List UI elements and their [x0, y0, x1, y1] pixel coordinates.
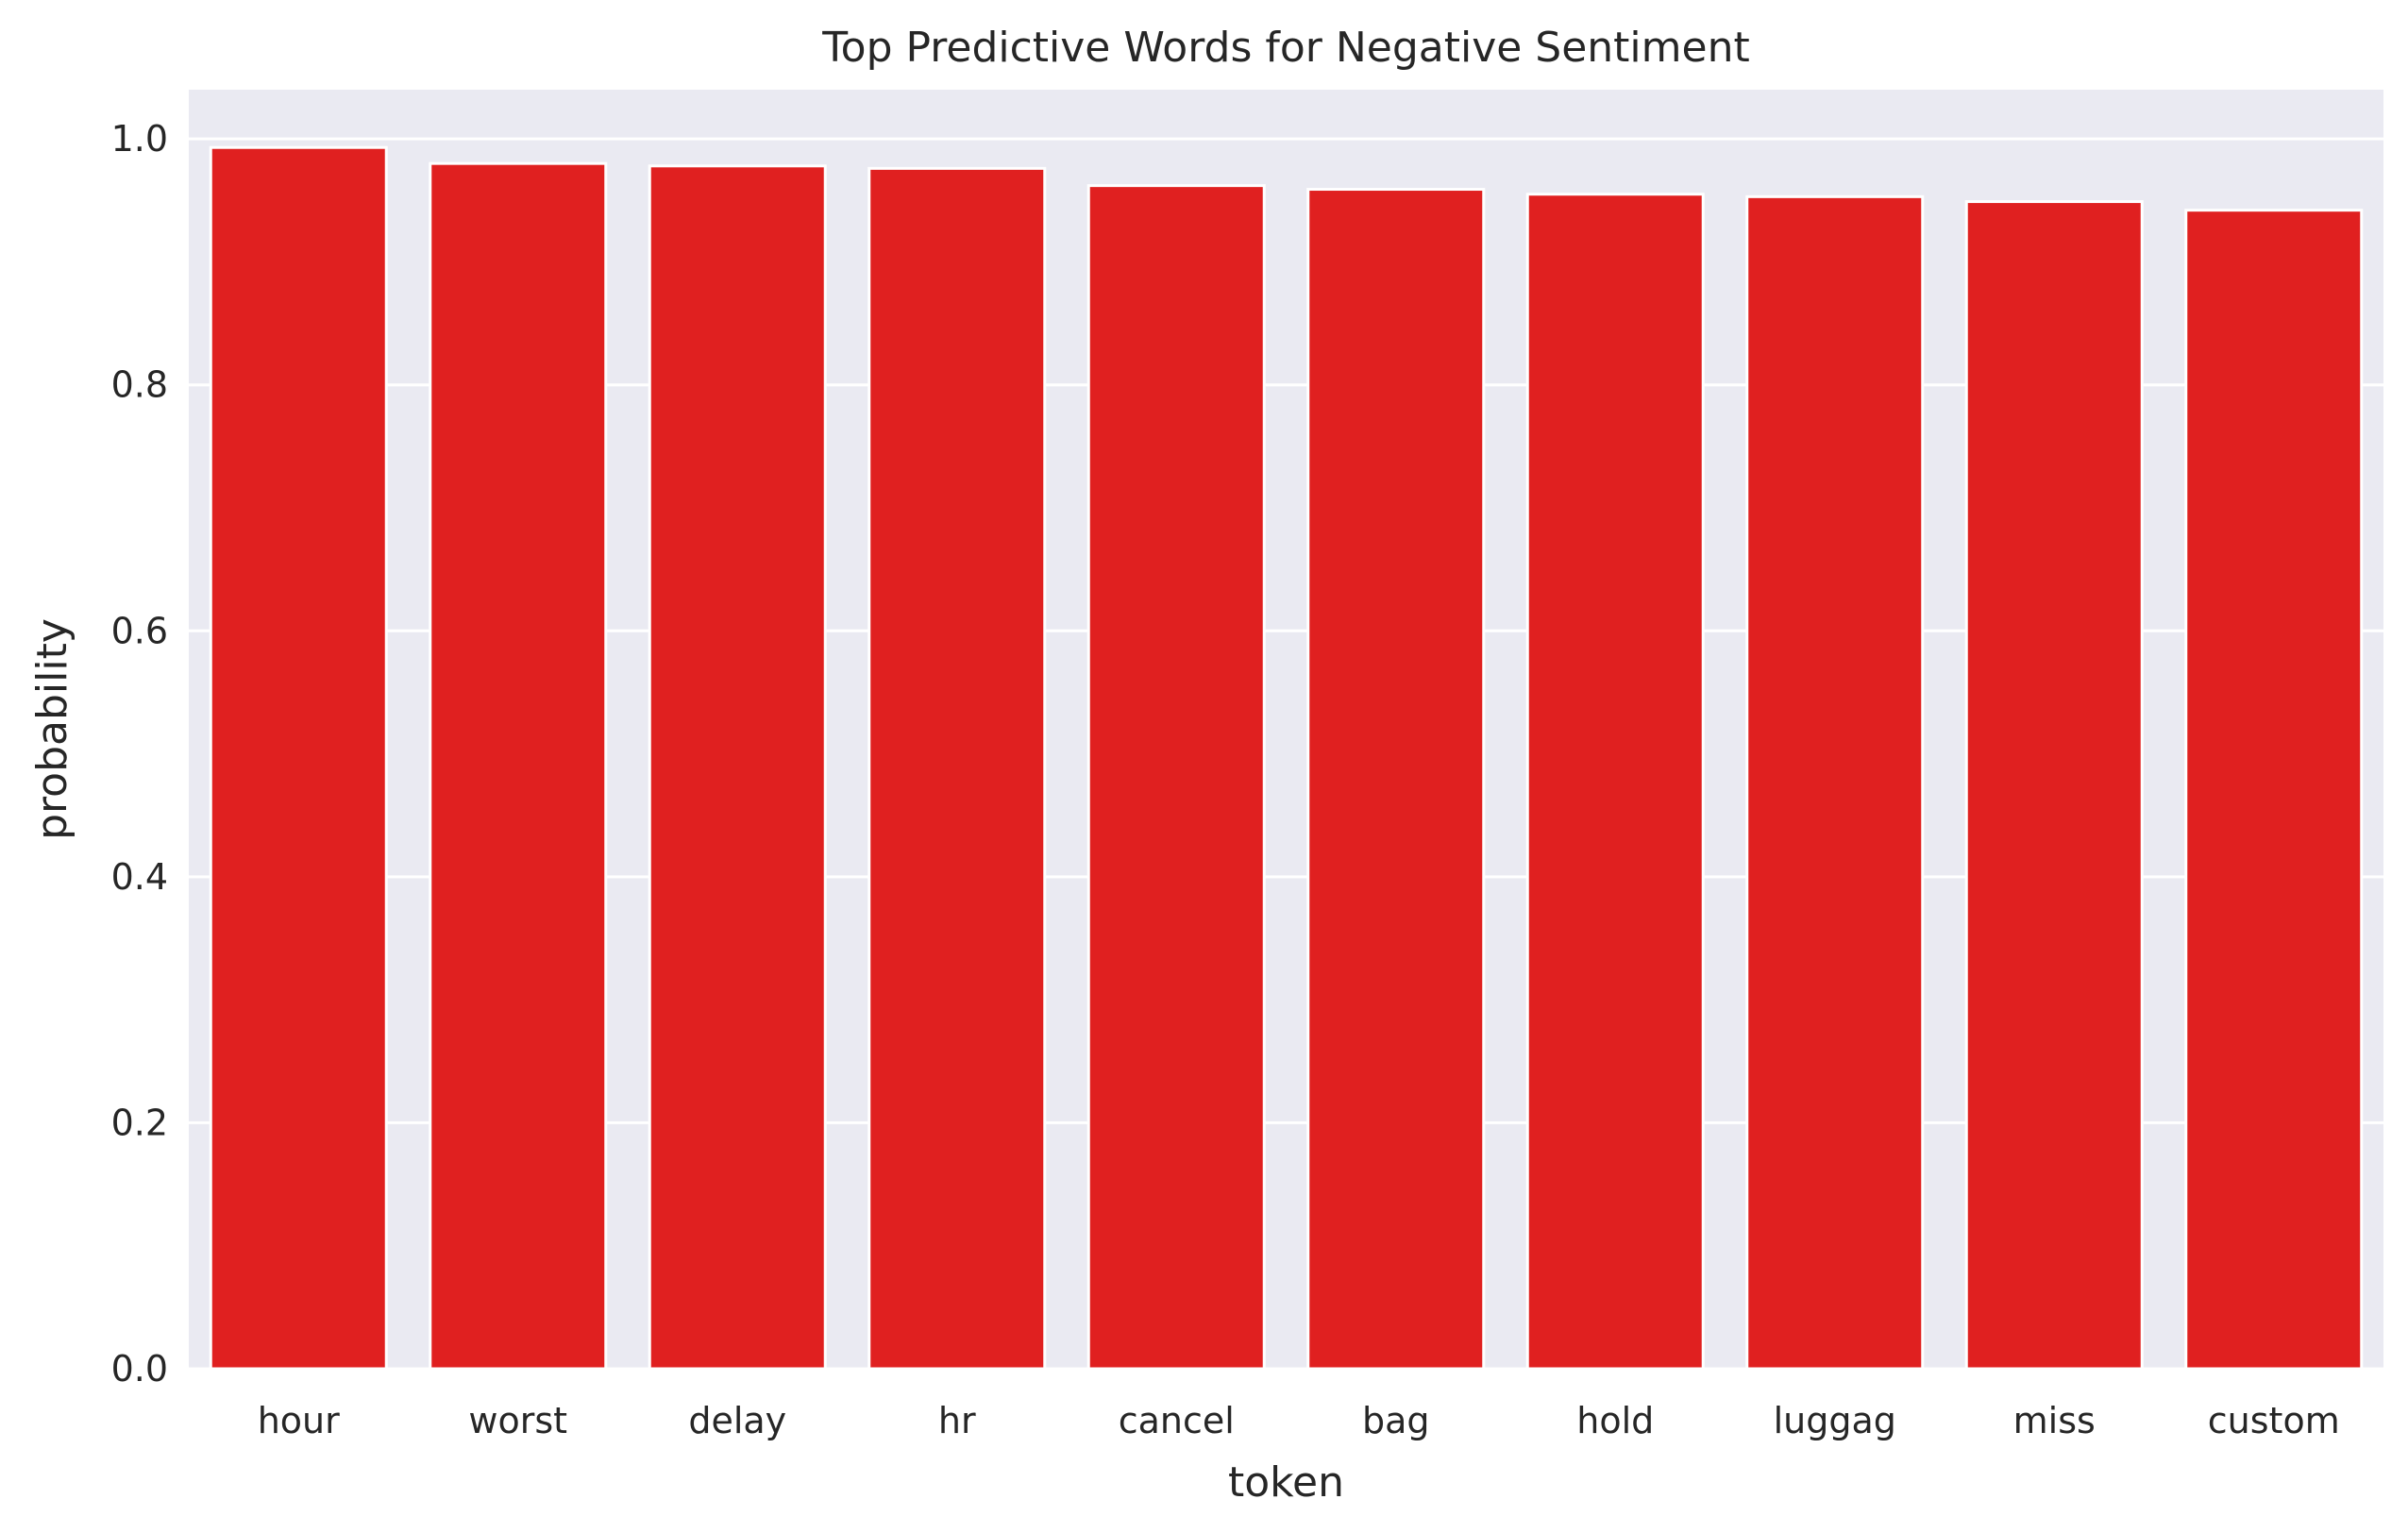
bar-delay	[648, 164, 827, 1371]
bars	[209, 145, 2364, 1371]
x-tick-label: hold	[1576, 1400, 1654, 1441]
x-tick-label: delay	[688, 1400, 786, 1441]
y-tick-label: 0.6	[111, 610, 168, 651]
x-tick-labels: hour worst delay hr cancel bag hold luggag miss c…	[258, 1400, 2340, 1441]
y-tick-label: 0.8	[111, 364, 168, 406]
y-axis-label: probability	[28, 618, 76, 840]
chart-title: Top Predictive Words for Negative Sentim…	[821, 24, 1749, 72]
x-axis-label: token	[1228, 1458, 1344, 1507]
y-tick-label: 0.4	[111, 856, 168, 898]
bar-hold	[1525, 193, 1705, 1371]
bar-worst	[429, 161, 608, 1371]
y-tick-label: 0.0	[111, 1348, 168, 1390]
x-tick-label: worst	[468, 1400, 567, 1441]
x-tick-label: luggag	[1774, 1400, 1896, 1441]
y-tick-label: 0.2	[111, 1102, 168, 1143]
x-tick-label: custom	[2208, 1400, 2340, 1441]
y-tick-label: 1.0	[111, 118, 168, 160]
bar-bag	[1306, 188, 1486, 1371]
x-tick-label: bag	[1362, 1400, 1430, 1441]
x-tick-label: miss	[2013, 1400, 2096, 1441]
x-tick-label: hour	[258, 1400, 340, 1441]
y-tick-labels: 0.0 0.2 0.4 0.6 0.8 1.0	[111, 118, 168, 1390]
bar-custom	[2184, 209, 2364, 1371]
bar-hr	[867, 166, 1047, 1371]
bar-miss	[1964, 200, 2144, 1371]
x-tick-label: cancel	[1119, 1400, 1235, 1441]
bar-hour	[209, 145, 388, 1371]
x-tick-label: hr	[938, 1400, 976, 1441]
bar-cancel	[1086, 184, 1266, 1371]
bar-luggag	[1745, 194, 1925, 1371]
